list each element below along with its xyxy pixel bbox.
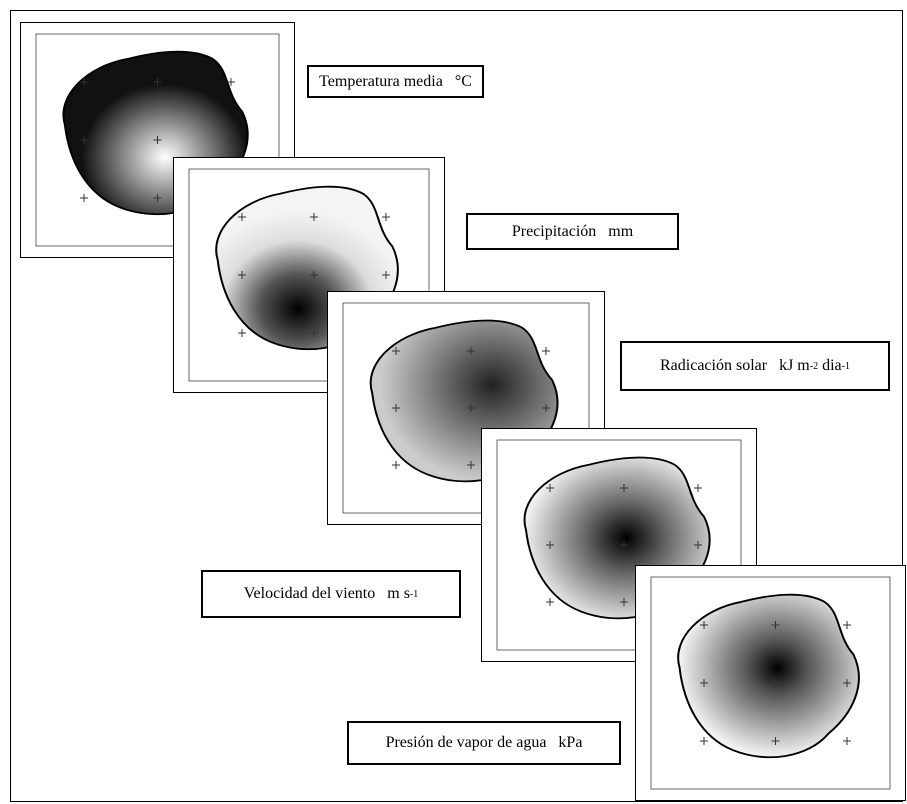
label-text: Presión de vapor de agua kPa [386, 734, 583, 752]
figure: Temperatura media °C Precipitación mm Radi… [0, 0, 907, 804]
label-text: Temperatura media °C [319, 73, 472, 91]
label-text: Radicación solar kJ m [660, 357, 810, 375]
label-box: Velocidad del viento m s-1 [201, 570, 461, 618]
label-superscript: -1 [410, 589, 418, 600]
label-box: Temperatura media °C [307, 65, 484, 98]
label-text: Velocidad del viento m s [244, 585, 410, 603]
label-text: dia [818, 357, 842, 375]
label-box: Radicación solar kJ m-2 dia-1 [620, 341, 890, 391]
label-box: Presión de vapor de agua kPa [347, 721, 621, 765]
label-superscript: -1 [842, 361, 850, 372]
label-box: Precipitación mm [466, 213, 679, 250]
map-panel [636, 566, 906, 801]
maps [0, 0, 907, 804]
label-superscript: -2 [810, 361, 818, 372]
label-text: Precipitación mm [512, 223, 633, 241]
